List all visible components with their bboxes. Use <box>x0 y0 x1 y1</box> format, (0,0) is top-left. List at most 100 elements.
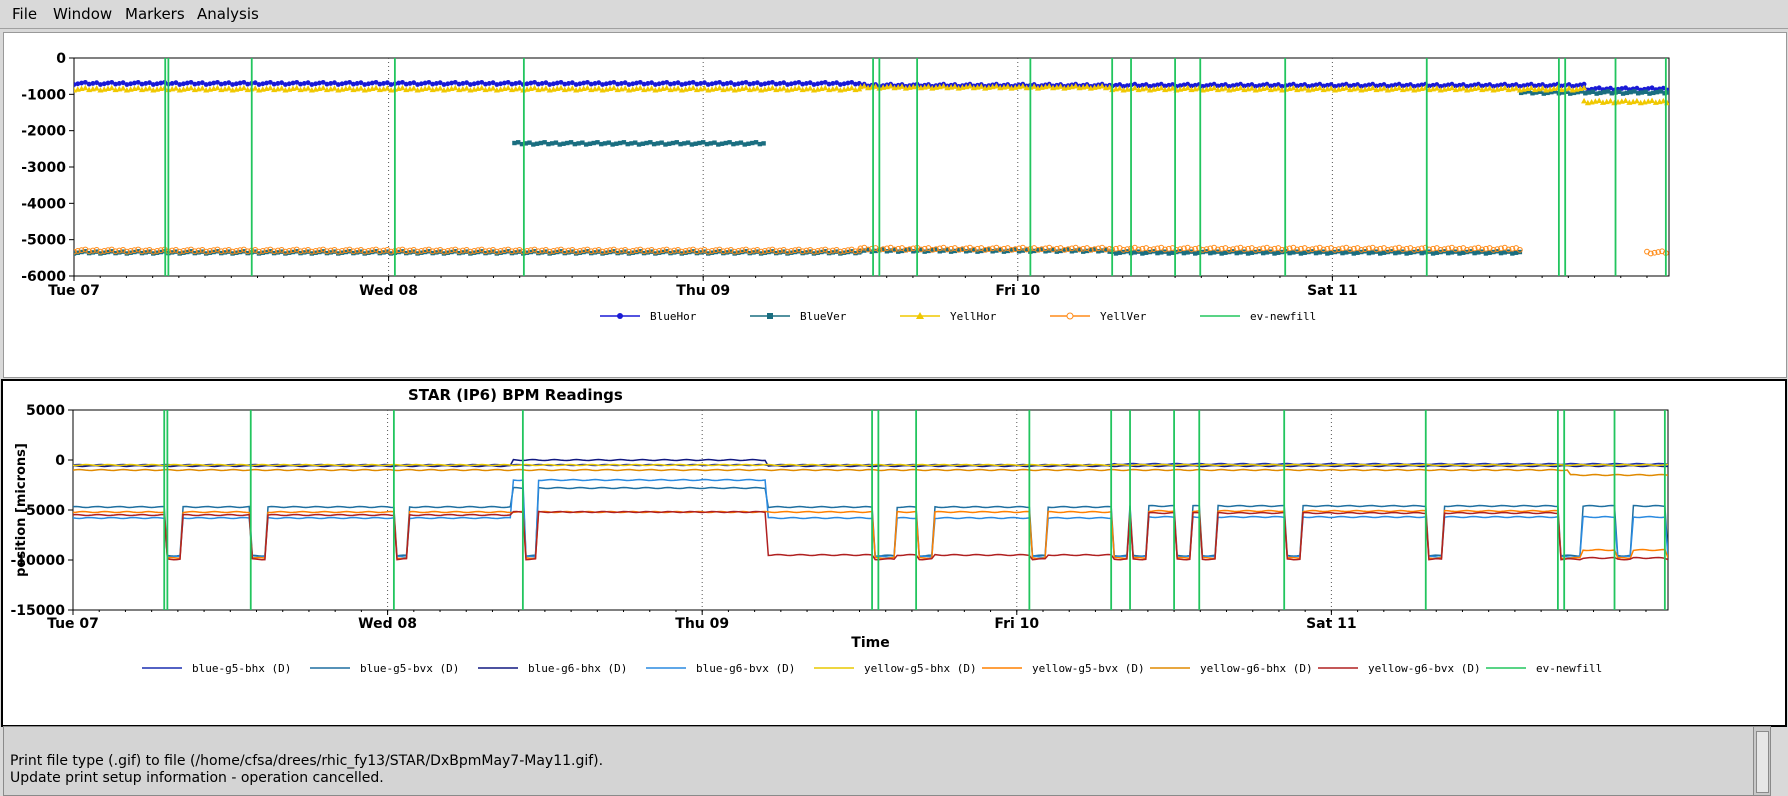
data-point-yellhor <box>807 85 814 91</box>
data-point-yellver <box>576 248 583 254</box>
data-point-yellhor <box>1622 97 1629 104</box>
y-tick-label: -3000 <box>21 160 66 176</box>
data-point-bluever <box>366 250 371 255</box>
data-point-yellhor <box>490 85 497 91</box>
data-point-yellver <box>997 246 1004 253</box>
data-point-bluehor <box>1275 82 1281 87</box>
data-point-bluehor <box>1340 82 1345 88</box>
chart-bottom[interactable]: Tue 07 Wed 08 Thu 09 Fri 10 Sat 11 5000 0 -5000… <box>3 381 1785 725</box>
data-point-yellver <box>929 246 936 253</box>
data-point-yellver <box>369 247 376 254</box>
data-point-bluehor <box>1351 82 1357 88</box>
data-point-yellhor <box>780 85 787 91</box>
data-point-bluever <box>151 251 156 256</box>
data-point-bluever <box>411 249 416 254</box>
data-point-yellver <box>561 248 568 255</box>
data-point-bluehor <box>1419 82 1425 88</box>
data-point-yellver <box>365 248 372 254</box>
data-point-yellver <box>1320 246 1327 253</box>
data-point-bluever <box>1208 250 1213 256</box>
menu-analysis[interactable]: Analysis <box>197 5 259 23</box>
data-point-bluever <box>1298 251 1304 256</box>
data-point-yellhor <box>1019 82 1026 89</box>
data-point-bluehor <box>656 81 662 87</box>
data-point-yellver <box>1509 245 1516 252</box>
data-point-bluever <box>404 250 409 256</box>
data-point-bluever <box>1666 90 1669 95</box>
chart-top[interactable]: Tue 07 Wed 08 Thu 09 Fri 10 Sat 11 0 -1000 -200… <box>4 33 1786 377</box>
data-point-bluever <box>1654 89 1660 95</box>
status-scrollbar[interactable] <box>1753 727 1770 795</box>
menu-markers[interactable]: Markers <box>125 5 185 23</box>
data-point-bluehor <box>184 80 190 86</box>
data-point-bluever <box>124 251 130 256</box>
data-point-bluever <box>268 249 273 254</box>
data-point-bluehor <box>1143 82 1149 87</box>
data-point-bluehor <box>1438 83 1444 89</box>
data-point-bluever <box>547 251 552 256</box>
data-point-yellhor <box>146 85 153 91</box>
data-point-bluehor <box>207 81 213 87</box>
data-point-bluehor <box>1321 83 1326 89</box>
data-point-bluever <box>553 140 559 145</box>
data-point-bluever <box>154 250 160 255</box>
data-point-bluehor <box>853 81 858 87</box>
data-point-bluever <box>918 247 924 253</box>
data-point-bluehor <box>434 81 439 86</box>
data-point-bluehor <box>271 81 277 87</box>
data-point-bluever <box>862 248 867 253</box>
data-point-bluehor <box>1181 82 1187 88</box>
data-point-yellhor <box>610 84 617 91</box>
data-point-bluehor <box>286 81 292 87</box>
data-point-yellhor <box>675 85 682 91</box>
data-point-yellver <box>618 247 625 254</box>
data-point-yellver <box>750 247 757 254</box>
data-point-bluehor <box>384 80 390 86</box>
data-point-bluehor <box>1498 82 1504 88</box>
data-point-bluehor <box>1389 83 1394 89</box>
data-point-yellver <box>335 248 342 255</box>
data-point-yellver <box>989 245 996 252</box>
data-point-bluever <box>804 250 809 255</box>
scrollbar-thumb[interactable] <box>1756 731 1769 793</box>
data-point-bluever <box>117 250 122 255</box>
data-point-bluever <box>487 250 492 255</box>
chart-panel-bottom[interactable]: Tue 07 Wed 08 Thu 09 Fri 10 Sat 11 5000 0 -5000… <box>1 379 1787 727</box>
data-point-yellhor <box>1528 84 1535 91</box>
data-point-yellver <box>459 247 466 254</box>
menu-window[interactable]: Window <box>53 5 113 23</box>
data-point-yellhor <box>557 84 564 91</box>
data-point-bluever <box>690 249 696 254</box>
data-point-bluever <box>755 249 760 254</box>
data-point-yellhor <box>1301 85 1308 91</box>
data-point-bluever <box>727 140 732 145</box>
data-point-yellver <box>127 248 134 254</box>
data-point-bluever <box>415 251 420 256</box>
data-point-yellhor <box>1211 84 1218 91</box>
data-point-bluehor <box>1494 83 1500 89</box>
data-point-yellver <box>512 247 519 254</box>
menu-file[interactable]: File <box>12 5 38 23</box>
data-point-yellhor <box>542 85 549 91</box>
data-point-bluever <box>1020 248 1026 253</box>
data-point-bluever <box>460 250 466 255</box>
data-point-bluever <box>1628 89 1633 95</box>
data-point-yellhor <box>199 85 206 91</box>
data-point-bluehor <box>1430 82 1436 88</box>
data-point-bluever <box>219 250 224 256</box>
data-point-bluever <box>256 251 262 256</box>
data-point-bluehor <box>237 80 243 86</box>
data-point-yellhor <box>516 85 523 91</box>
data-point-bluehor <box>1313 82 1319 88</box>
data-point-bluever <box>785 251 790 256</box>
data-point-bluever <box>1549 89 1554 95</box>
data-point-bluehor <box>702 80 707 86</box>
data-point-bluever <box>1084 248 1090 254</box>
chart-panel-top[interactable]: Tue 07 Wed 08 Thu 09 Fri 10 Sat 11 0 -1000 -200… <box>3 32 1787 378</box>
data-point-bluever <box>606 140 612 145</box>
data-point-bluever <box>407 250 413 255</box>
data-point-bluehor <box>834 80 839 86</box>
data-point-bluehor <box>1596 85 1602 91</box>
data-point-yellver <box>1150 246 1157 253</box>
data-point-bluever <box>655 141 661 146</box>
